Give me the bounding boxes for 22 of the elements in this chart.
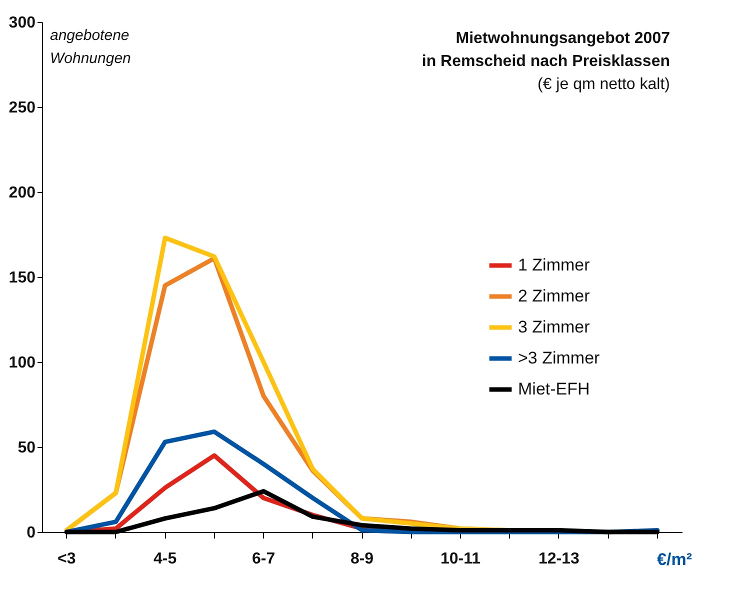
y-tick-label: 100 bbox=[8, 354, 36, 372]
x-tick-label: 10-11 bbox=[440, 550, 481, 568]
text: (€ je qm netto kalt) bbox=[538, 76, 670, 93]
x-tick-label: 6-7 bbox=[252, 550, 276, 568]
y-tick-label: 300 bbox=[8, 14, 36, 32]
y-tick-label: 250 bbox=[8, 100, 36, 116]
x-tick-label: 12-13 bbox=[538, 550, 580, 568]
y-tick-label: 150 bbox=[8, 270, 36, 286]
legend-label: >3 Zimmer bbox=[518, 348, 600, 368]
y-axis-title: angebotene Wohnungen bbox=[50, 27, 131, 67]
legend-label: 1 Zimmer bbox=[518, 256, 590, 274]
x-tick-label: 4-5 bbox=[154, 550, 177, 568]
x-axis-title: €/m² bbox=[657, 550, 692, 569]
text: Mietwohnungsangebot 2007 in Remscheid nach Preisklassen bbox=[422, 30, 670, 70]
x-tick-label: <3 bbox=[57, 550, 76, 568]
x-tick-label: 8-9 bbox=[350, 550, 374, 568]
y-tick-label: 200 bbox=[8, 184, 36, 202]
legend-label: 3 Zimmer bbox=[518, 318, 590, 336]
legend-label: 2 Zimmer bbox=[518, 286, 590, 306]
y-tick-label: 50 bbox=[18, 440, 36, 456]
y-tick-label: 0 bbox=[26, 524, 36, 542]
legend-label: Miet-EFH bbox=[518, 380, 590, 398]
